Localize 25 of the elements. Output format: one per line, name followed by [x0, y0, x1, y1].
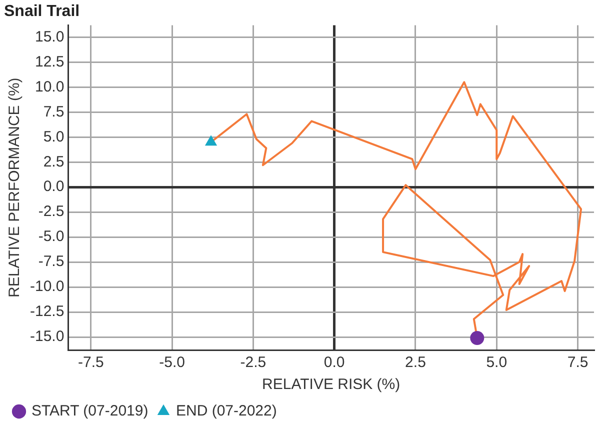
y-tick-label: -10.0: [30, 278, 64, 296]
x-tick-label: 7.5: [567, 354, 588, 372]
x-tick-label: 5.0: [486, 354, 508, 372]
x-tick-label: 0.0: [324, 354, 345, 372]
y-axis-title: RELATIVE PERFORMANCE (%): [6, 78, 24, 298]
x-axis-title: RELATIVE RISK (%): [262, 376, 400, 394]
y-tick-label: 15.0: [34, 28, 64, 46]
chart-title: Snail Trail: [4, 3, 80, 20]
x-tick-label: -7.5: [78, 354, 104, 372]
y-tick-label: 10.0: [34, 78, 64, 96]
y-tick-label: 0.0: [43, 178, 64, 196]
y-tick-label: -2.5: [38, 203, 64, 220]
x-tick-label: -2.5: [240, 354, 266, 372]
y-tick-label: -15.0: [30, 328, 64, 346]
y-tick-label: 5.0: [43, 128, 64, 146]
y-tick-label: -7.5: [38, 253, 64, 270]
y-tick-label: -12.5: [30, 303, 64, 320]
x-tick-label: -5.0: [159, 354, 185, 372]
y-tick-label: 12.5: [34, 53, 64, 70]
y-tick-label: 7.5: [43, 103, 64, 120]
y-tick-label: -5.0: [38, 228, 64, 246]
legend-label: END (07-2022): [176, 402, 277, 420]
y-tick-label: 2.5: [43, 153, 64, 170]
x-tick-label: 2.5: [405, 354, 426, 372]
legend-label: START (07-2019): [32, 402, 148, 420]
